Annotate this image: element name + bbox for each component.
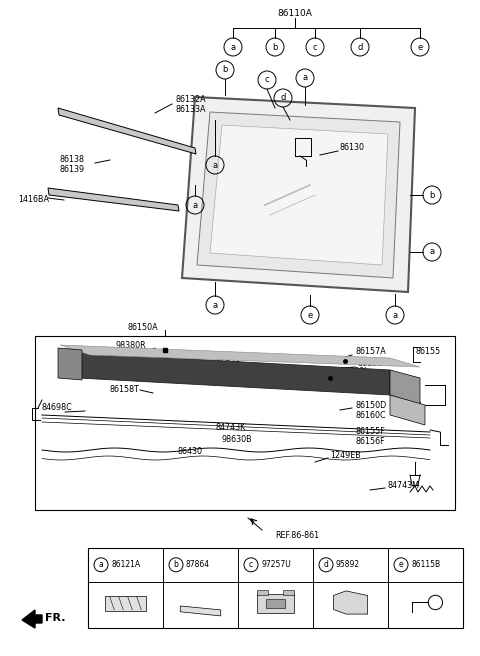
Text: 86155F: 86155F	[355, 428, 385, 436]
Text: 97257U: 97257U	[261, 560, 291, 569]
Text: 98380R: 98380R	[115, 340, 145, 350]
Text: 87864: 87864	[186, 560, 210, 569]
Text: d: d	[280, 94, 286, 102]
Text: 86110A: 86110A	[277, 9, 312, 18]
Text: 86150A: 86150A	[128, 323, 158, 331]
Text: 86153: 86153	[210, 367, 235, 377]
Text: 86130: 86130	[340, 144, 365, 152]
Text: 84743M: 84743M	[388, 480, 420, 489]
Text: b: b	[222, 66, 228, 75]
Polygon shape	[210, 125, 388, 265]
Text: e: e	[307, 310, 312, 319]
Text: FR.: FR.	[45, 613, 65, 623]
Text: b: b	[174, 560, 179, 569]
Text: 1416BA: 1416BA	[18, 195, 49, 205]
Text: 86155: 86155	[415, 348, 440, 356]
Polygon shape	[58, 348, 82, 380]
Text: 86115B: 86115B	[411, 560, 440, 569]
Text: b: b	[429, 190, 435, 199]
Bar	[105, 596, 146, 611]
Text: 84698C: 84698C	[42, 403, 73, 413]
Text: e: e	[399, 560, 403, 569]
Text: 86138: 86138	[60, 155, 85, 165]
Text: 95892: 95892	[336, 560, 360, 569]
Polygon shape	[48, 188, 179, 211]
Polygon shape	[334, 591, 368, 614]
Text: 98630B: 98630B	[222, 436, 252, 445]
Polygon shape	[182, 97, 415, 292]
Text: c: c	[264, 75, 269, 85]
Text: 12431: 12431	[215, 356, 240, 365]
Text: a: a	[192, 201, 198, 209]
Text: d: d	[324, 560, 328, 569]
Text: d: d	[357, 43, 363, 52]
Text: 86132A: 86132A	[175, 96, 205, 104]
Text: REF.86-861: REF.86-861	[275, 531, 319, 539]
Bar	[283, 590, 294, 595]
Text: c: c	[249, 560, 253, 569]
Text: 86156F: 86156F	[355, 438, 384, 447]
Text: 86156: 86156	[358, 359, 383, 369]
Polygon shape	[390, 370, 420, 405]
Text: 86139: 86139	[60, 165, 85, 173]
Polygon shape	[180, 606, 221, 616]
Bar	[257, 594, 294, 613]
Text: c: c	[312, 43, 317, 52]
Text: 1249EB: 1249EB	[330, 451, 361, 459]
Bar	[265, 599, 286, 608]
Text: a: a	[393, 310, 397, 319]
Text: a: a	[213, 300, 217, 310]
Bar	[35, 336, 455, 510]
Text: a: a	[213, 161, 217, 169]
Text: 84743K: 84743K	[215, 424, 245, 432]
Text: 12431: 12431	[340, 386, 365, 394]
Text: 86158T: 86158T	[110, 386, 140, 394]
Text: 86121A: 86121A	[111, 560, 140, 569]
Text: 86430: 86430	[178, 447, 203, 457]
Bar	[257, 590, 268, 595]
Text: a: a	[302, 73, 308, 83]
Polygon shape	[22, 610, 42, 628]
Text: b: b	[272, 43, 278, 52]
Polygon shape	[58, 108, 196, 154]
Text: a: a	[430, 247, 434, 256]
Text: 86133A: 86133A	[175, 104, 205, 113]
Text: 86157A: 86157A	[355, 348, 386, 356]
Text: e: e	[418, 43, 422, 52]
Polygon shape	[60, 352, 390, 395]
Text: 98380L: 98380L	[340, 367, 370, 377]
Polygon shape	[60, 345, 420, 367]
Polygon shape	[197, 112, 400, 278]
Text: 86150D: 86150D	[355, 401, 386, 409]
Bar	[88, 548, 463, 628]
Text: a: a	[230, 43, 236, 52]
Text: a: a	[98, 560, 103, 569]
Polygon shape	[390, 395, 425, 425]
Text: 86160C: 86160C	[355, 411, 385, 420]
